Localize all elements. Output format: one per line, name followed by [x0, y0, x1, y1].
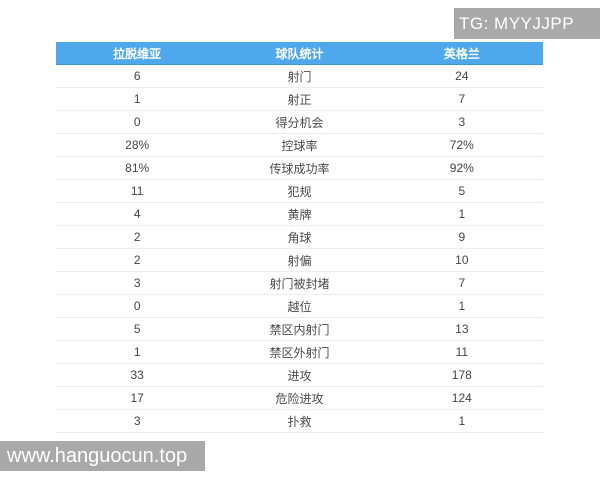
stat-label: 控球率 [281, 138, 318, 153]
stat-label: 射门 [287, 69, 312, 84]
stat-label: 射偏 [287, 253, 312, 268]
away-value: 72% [449, 138, 474, 152]
stat-label: 禁区外射门 [269, 345, 330, 360]
table-row: 81% 传球成功率 92% [56, 157, 543, 180]
home-value: 3 [133, 276, 141, 290]
table-row: 2 角球 9 [56, 226, 543, 249]
stat-label: 黄牌 [287, 207, 312, 222]
away-value: 1 [458, 414, 466, 428]
table-header-row: 拉脱维亚 球队统计 英格兰 [56, 42, 543, 65]
away-value: 11 [455, 345, 469, 359]
away-value: 178 [451, 368, 472, 382]
home-value: 5 [133, 322, 141, 336]
away-value: 7 [458, 276, 466, 290]
stat-label: 犯规 [287, 184, 312, 199]
away-value: 9 [458, 230, 466, 244]
away-value: 5 [458, 184, 466, 198]
home-value: 0 [133, 299, 141, 313]
header-stat-title: 球队统计 [275, 46, 324, 61]
table-row: 11 犯规 5 [56, 180, 543, 203]
home-value: 28% [125, 138, 150, 152]
team-stats-table: 拉脱维亚 球队统计 英格兰 6 射门 24 1 射正 7 0 得分机会 3 28… [56, 42, 543, 433]
home-value: 2 [133, 230, 141, 244]
away-value: 124 [451, 391, 472, 405]
table-row: 4 黄牌 1 [56, 203, 543, 226]
away-value: 13 [455, 322, 469, 336]
home-value: 3 [133, 414, 141, 428]
home-value: 2 [133, 253, 141, 267]
home-value: 11 [130, 184, 144, 198]
table-row: 1 禁区外射门 11 [56, 341, 543, 364]
away-value: 10 [455, 253, 469, 267]
table-row: 5 禁区内射门 13 [56, 318, 543, 341]
home-value: 1 [133, 92, 141, 106]
table-row: 33 进攻 178 [56, 364, 543, 387]
home-value: 81% [125, 161, 150, 175]
table-row: 17 危险进攻 124 [56, 387, 543, 410]
table-row: 0 越位 1 [56, 295, 543, 318]
home-value: 6 [133, 69, 141, 83]
home-value: 4 [133, 207, 141, 221]
site-url-watermark: www.hanguocun.top [0, 441, 205, 471]
stat-label: 得分机会 [275, 115, 324, 130]
away-value: 24 [455, 69, 469, 83]
stat-label: 射门被封堵 [269, 276, 330, 291]
stat-label: 传球成功率 [269, 161, 330, 176]
stat-label: 危险进攻 [275, 391, 324, 406]
stat-label: 射正 [287, 92, 312, 107]
away-value: 7 [458, 92, 466, 106]
home-value: 17 [130, 391, 144, 405]
telegram-watermark-badge: TG: MYYJJPP [454, 8, 600, 39]
home-value: 33 [130, 368, 144, 382]
header-away-team: 英格兰 [443, 46, 480, 61]
stat-label: 角球 [287, 230, 312, 245]
table-row: 1 射正 7 [56, 88, 543, 111]
table-row: 6 射门 24 [56, 65, 543, 88]
table-row: 2 射偏 10 [56, 249, 543, 272]
table-row: 28% 控球率 72% [56, 134, 543, 157]
stat-label: 扑救 [287, 414, 312, 429]
away-value: 1 [458, 299, 466, 313]
stat-label: 进攻 [287, 368, 312, 383]
stat-label: 禁区内射门 [269, 322, 330, 337]
header-home-team: 拉脱维亚 [113, 46, 162, 61]
stat-label: 越位 [287, 299, 312, 314]
table-row: 0 得分机会 3 [56, 111, 543, 134]
table-body: 6 射门 24 1 射正 7 0 得分机会 3 28% 控球率 72% 81% … [56, 65, 543, 433]
home-value: 1 [133, 345, 141, 359]
away-value: 3 [458, 115, 466, 129]
away-value: 92% [449, 161, 474, 175]
away-value: 1 [458, 207, 466, 221]
table-row: 3 射门被封堵 7 [56, 272, 543, 295]
home-value: 0 [133, 115, 141, 129]
table-row: 3 扑救 1 [56, 410, 543, 433]
